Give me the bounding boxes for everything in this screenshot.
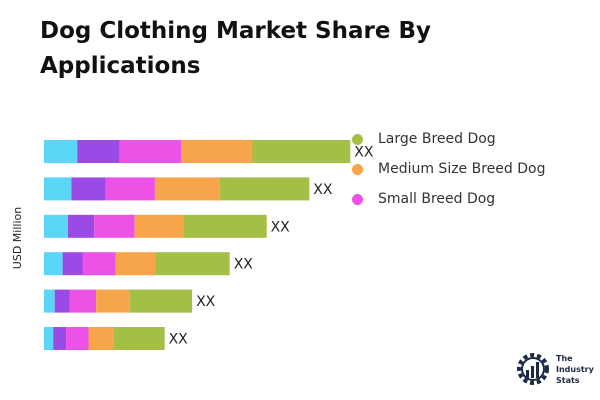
bar-6-segment-3 (66, 327, 89, 350)
legend-item-medium-size-breed-dog: Medium Size Breed Dog (352, 154, 545, 184)
legend-label: Medium Size Breed Dog (378, 161, 546, 177)
bar-3-segment-4 (134, 214, 184, 238)
bar-5-segment-1 (44, 289, 55, 313)
bar-1-segment-5 (252, 140, 351, 163)
bar-6-value-label: XX (169, 332, 189, 348)
legend-label: Small Breed Dog (378, 191, 496, 207)
bar-group: XX XX XX XX XX XX (44, 140, 374, 350)
legend-swatch-medium-size-breed-dog (352, 163, 363, 175)
bar-1-segment-1 (44, 140, 78, 163)
logo-text: The Industry Stats (556, 353, 594, 385)
bar-3-segment-2 (68, 214, 95, 238)
legend-swatch-large-breed-dog (352, 133, 363, 145)
bar-5-segment-2 (54, 289, 70, 313)
bar-6-segment-2 (53, 327, 67, 350)
bar-2-segment-1 (44, 177, 72, 201)
legend-label: Large Breed Dog (378, 131, 496, 147)
bar-1-segment-3 (119, 140, 182, 163)
bar-4-segment-1 (44, 252, 63, 276)
bar-2-segment-4 (154, 177, 220, 201)
legend-item-large-breed-dog: Large Breed Dog (352, 124, 545, 154)
bar-2-segment-3 (105, 177, 155, 201)
bar-5-segment-3 (69, 289, 97, 313)
bar-3-segment-5 (183, 214, 267, 238)
bar-4-segment-5 (155, 252, 230, 276)
bar-1-segment-4 (181, 140, 253, 163)
bar-6-segment-4 (88, 327, 114, 350)
bar-5-segment-4 (96, 289, 130, 313)
bar-5-value-label: XX (196, 294, 216, 310)
bar-4-value-label: XX (234, 257, 254, 273)
bar-3-segment-3 (94, 214, 135, 238)
legend-item-small-breed-dog: Small Breed Dog (352, 184, 545, 214)
bar-2-segment-2 (71, 177, 106, 201)
chart-title: Dog Clothing Market Share By Application… (40, 18, 431, 79)
legend: Large Breed Dog Medium Size Breed Dog Sm… (352, 124, 545, 214)
bar-4-segment-2 (62, 252, 83, 276)
gear-chart-logo-icon (517, 353, 549, 385)
bar-5-segment-5 (129, 289, 193, 313)
brand-logo: The Industry Stats (514, 350, 594, 388)
y-axis-label: USD Million (11, 207, 24, 269)
bar-1-segment-2 (77, 140, 120, 163)
bar-4-segment-3 (82, 252, 116, 276)
bar-3-value-label: XX (271, 219, 291, 235)
bar-1-value-label: XX (354, 145, 374, 161)
bar-2-segment-5 (219, 177, 310, 201)
bar-6-segment-1 (44, 327, 54, 350)
bar-3-segment-1 (44, 214, 68, 238)
bar-2-value-label: XX (313, 182, 333, 198)
legend-swatch-small-breed-dog (352, 193, 363, 205)
bar-6-segment-5 (113, 327, 165, 350)
bar-4-segment-4 (115, 252, 156, 276)
